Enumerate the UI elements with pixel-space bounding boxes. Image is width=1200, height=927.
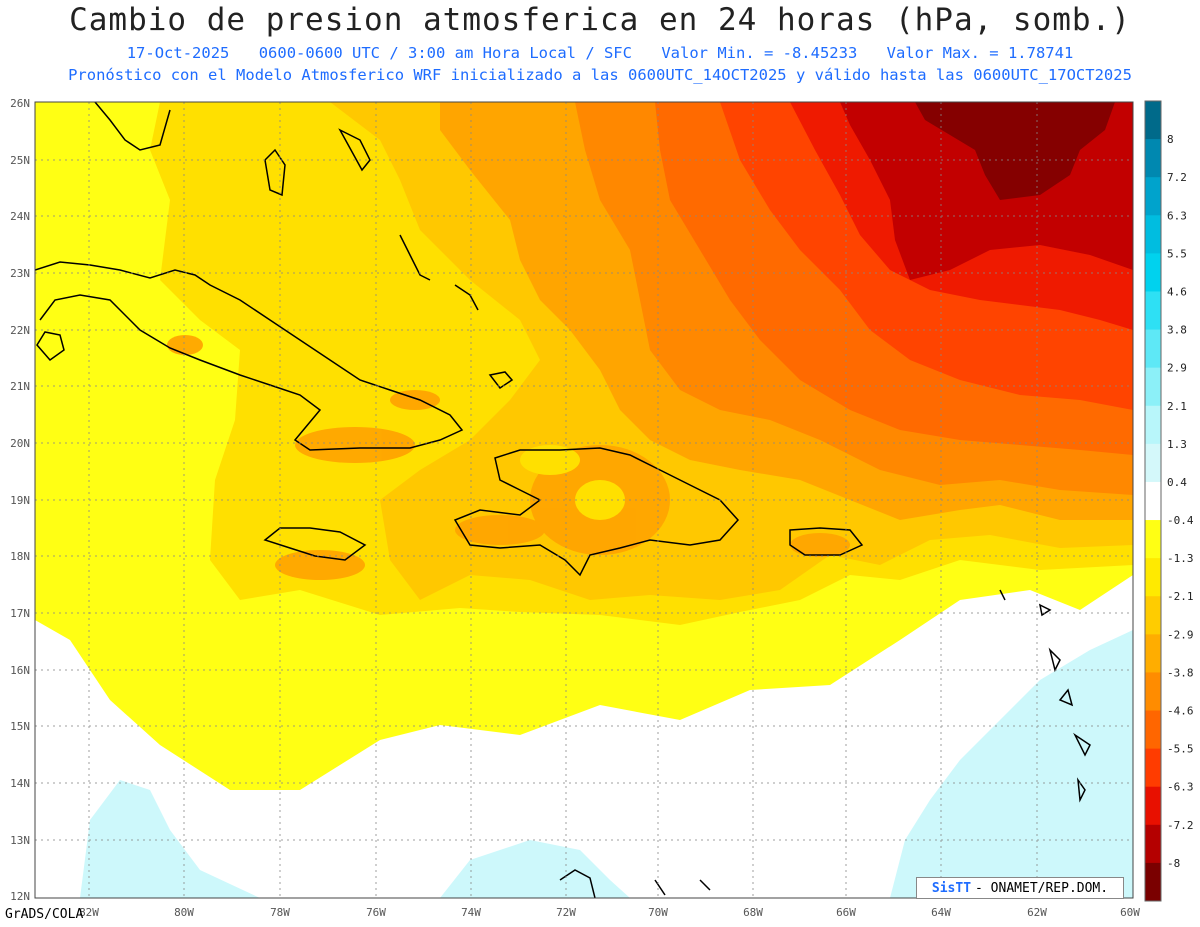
max-value: Valor Max. = 1.78741 — [886, 44, 1074, 62]
lon-labels: 82W 80W 78W 76W 74W 72W 70W 68W 66W 64W … — [79, 906, 1140, 919]
credit-box: SisTT - ONAMET/REP.DOM. — [916, 877, 1124, 899]
colorbar-tick-label: 6.3 — [1167, 209, 1187, 222]
colorbar-tick-label: 3.8 — [1167, 324, 1187, 337]
colorbar-swatch — [1145, 139, 1161, 178]
credit-text: - ONAMET/REP.DOM. — [975, 880, 1109, 896]
colorbar-swatch — [1145, 558, 1161, 597]
colorbar-swatch — [1145, 596, 1161, 635]
lon-label: 78W — [270, 906, 290, 919]
chart-title: Cambio de presion atmosferica en 24 hora… — [69, 2, 1131, 38]
valid-time-line: 17-Oct-2025 0600-0600 UTC / 3:00 am Hora… — [0, 44, 1200, 62]
colorbar-swatch — [1145, 405, 1161, 445]
colorbar-swatch — [1145, 672, 1161, 712]
colorbar-tick-label: -4.6 — [1167, 705, 1194, 718]
colorbar-swatch — [1145, 862, 1161, 902]
colorbar-tick-label: -2.9 — [1167, 628, 1194, 641]
colorbar: 8 7.2 6.3 5.5 4.6 3.8 2.9 2.1 1.3 0.4 -0.4 -1.3 -2.1… — [1144, 100, 1194, 902]
forecast-date: 17-Oct-2025 — [126, 44, 230, 62]
colorbar-swatch — [1145, 367, 1161, 407]
model-info-line: Pronóstico con el Modelo Atmosferico WRF… — [68, 66, 1132, 84]
lat-labels: 26N 25N 24N 23N 22N 21N 20N 19N 18N 17N … — [10, 97, 30, 903]
colorbar-tick-label: -1.3 — [1167, 552, 1194, 565]
colorbar-swatch — [1145, 824, 1161, 864]
field-cyan-sw — [80, 780, 260, 898]
graticule — [35, 102, 1133, 898]
lat-label: 17N — [10, 607, 30, 620]
colorbar-swatch — [1145, 291, 1161, 331]
colorbar-tick-label: 8 — [1167, 133, 1174, 146]
lat-label: 24N — [10, 210, 30, 223]
colorbar-tick-label: 2.1 — [1167, 400, 1187, 413]
colorbar-tick-label: 0.4 — [1167, 476, 1187, 489]
colorbar-tick-label: -7.2 — [1167, 819, 1194, 832]
lon-label: 60W — [1120, 906, 1140, 919]
colorbar-frame — [1144, 100, 1162, 902]
colorbar-tick-label: 1.3 — [1167, 438, 1187, 451]
colorbar-tick-label: -0.4 — [1167, 514, 1194, 527]
lon-label: 76W — [366, 906, 386, 919]
lat-label: 14N — [10, 777, 30, 790]
software-label: GrADS/COLA — [5, 907, 84, 922]
lon-label: 70W — [648, 906, 668, 919]
colorbar-swatch — [1145, 481, 1161, 521]
coastlines — [35, 102, 1091, 898]
lat-label: 20N — [10, 437, 30, 450]
colorbar-swatch — [1145, 634, 1161, 673]
colorbar-swatch — [1145, 520, 1161, 559]
colorbar-swatch — [1145, 329, 1161, 369]
lat-label: 15N — [10, 720, 30, 733]
lon-label: 62W — [1027, 906, 1047, 919]
field-cyan-s — [440, 840, 630, 898]
colorbar-tick-label: -5.5 — [1167, 743, 1194, 756]
sistt-logo: SisTT — [931, 880, 972, 896]
colorbar-swatch — [1145, 177, 1161, 216]
colorbar-swatch — [1145, 443, 1161, 483]
lat-label: 12N — [10, 890, 30, 903]
colorbar-tick-label: -6.3 — [1167, 781, 1194, 794]
colorbar-tick-label: 2.9 — [1167, 362, 1187, 375]
lon-label: 72W — [556, 906, 576, 919]
colorbar-tick-label: 4.6 — [1167, 285, 1187, 298]
map-frame — [34, 101, 1134, 899]
colorbar-tick-label: 7.2 — [1167, 171, 1187, 184]
lat-label: 25N — [10, 154, 30, 167]
lon-label: 68W — [743, 906, 763, 919]
lat-label: 18N — [10, 550, 30, 563]
colorbar-swatch — [1145, 786, 1161, 826]
colorbar-tick-label: -2.1 — [1167, 590, 1194, 603]
lon-label: 74W — [461, 906, 481, 919]
lat-label: 16N — [10, 664, 30, 677]
field-red4 — [915, 102, 1115, 200]
lat-label: 26N — [10, 97, 30, 110]
colorbar-swatch — [1145, 253, 1161, 292]
colorbar-swatch — [1145, 215, 1161, 254]
lat-label: 21N — [10, 380, 30, 393]
colorbar-swatch — [1145, 748, 1161, 788]
min-value: Valor Min. = -8.45233 — [661, 44, 858, 62]
colorbar-tick-label: -8 — [1167, 857, 1180, 870]
lat-label: 23N — [10, 267, 30, 280]
field-cyan-se — [890, 630, 1133, 898]
field-white — [35, 575, 1133, 898]
lat-label: 13N — [10, 834, 30, 847]
colorbar-swatch — [1145, 101, 1161, 140]
map-area — [35, 102, 1133, 898]
lat-label: 19N — [10, 494, 30, 507]
colorbar-tick-label: 5.5 — [1167, 247, 1187, 260]
lon-label: 82W — [79, 906, 99, 919]
colorbar-tick-label: -3.8 — [1167, 666, 1194, 679]
lon-label: 80W — [174, 906, 194, 919]
time-info: 0600-0600 UTC / 3:00 am Hora Local / SFC — [258, 44, 632, 62]
colorbar-swatch — [1145, 710, 1161, 750]
lon-label: 64W — [931, 906, 951, 919]
lon-label: 66W — [836, 906, 856, 919]
lat-label: 22N — [10, 324, 30, 337]
